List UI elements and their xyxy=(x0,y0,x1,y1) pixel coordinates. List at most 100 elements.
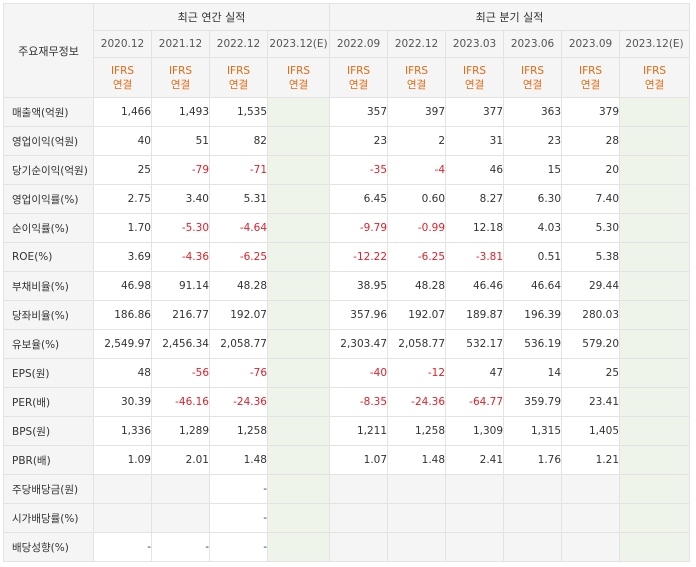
value-cell: 23 xyxy=(329,126,389,156)
value-cell: 7.40 xyxy=(561,184,621,214)
table-row: 매출액(억원) 1,466 1,493 1,535 357 397 377 363 379 xyxy=(3,97,691,127)
value-cell xyxy=(619,184,691,214)
value-cell: 1,258 xyxy=(387,416,447,446)
value-cell: 1.48 xyxy=(387,445,447,475)
value-cell: 357 xyxy=(329,97,389,127)
value-cell xyxy=(503,503,563,533)
value-cell: -0.99 xyxy=(387,213,447,243)
value-cell: 14 xyxy=(503,358,563,388)
row-label: 부채비율(%) xyxy=(3,271,94,301)
ifrs-header: IFRS 연결 xyxy=(619,57,691,98)
value-cell: 4.03 xyxy=(503,213,563,243)
value-cell: 397 xyxy=(387,97,447,127)
row-label: 영업이익(억원) xyxy=(3,126,94,156)
value-cell: -40 xyxy=(329,358,389,388)
value-cell: 0.60 xyxy=(387,184,447,214)
row-label: EPS(원) xyxy=(3,358,94,388)
value-cell: 2.01 xyxy=(151,445,210,475)
period-header: 2023.03 xyxy=(445,30,505,58)
table-row: 유보율(%) 2,549.97 2,456.34 2,058.77 2,303.47 2,… xyxy=(3,329,691,359)
value-cell xyxy=(266,155,331,185)
value-cell xyxy=(266,242,331,272)
group-header-row: 주요재무정보 최근 연간 실적 최근 분기 실적 xyxy=(3,3,691,98)
value-cell xyxy=(151,503,210,533)
consolidated-label: 연결 xyxy=(644,78,665,91)
value-cell: 186.86 xyxy=(93,300,152,330)
value-cell xyxy=(619,416,691,446)
ifrs-label: IFRS xyxy=(642,64,667,77)
value-cell: -8.35 xyxy=(329,387,389,417)
value-cell xyxy=(266,213,331,243)
value-cell xyxy=(619,358,691,388)
value-cell: 0.51 xyxy=(503,242,563,272)
ifrs-label: IFRS xyxy=(286,64,311,77)
value-cell xyxy=(445,474,505,504)
row-label: 영업이익률(%) xyxy=(3,184,94,214)
value-cell: 1,336 xyxy=(93,416,152,446)
value-cell xyxy=(619,445,691,475)
value-cell xyxy=(503,474,563,504)
table-row: 영업이익(억원) 40 51 82 23 2 31 23 28 xyxy=(3,126,691,156)
value-cell: -12 xyxy=(387,358,447,388)
period-header: 2023.06 xyxy=(503,30,563,58)
value-cell xyxy=(387,503,447,533)
value-cell: -9.79 xyxy=(329,213,389,243)
value-cell xyxy=(266,126,331,156)
value-cell: 1,211 xyxy=(329,416,389,446)
consolidated-label: 연결 xyxy=(580,78,601,91)
value-cell: -6.25 xyxy=(387,242,447,272)
value-cell: 2,549.97 xyxy=(93,329,152,359)
value-cell: 25 xyxy=(561,358,621,388)
row-label: 당기순이익(억원) xyxy=(3,155,94,185)
value-cell: - xyxy=(151,532,210,562)
value-cell: -24.36 xyxy=(209,387,268,417)
value-cell: 377 xyxy=(445,97,505,127)
row-label: 순이익률(%) xyxy=(3,213,94,243)
row-label: 당좌비율(%) xyxy=(3,300,94,330)
value-cell: 1.21 xyxy=(561,445,621,475)
table-row: 순이익률(%) 1.70 -5.30 -4.64 -9.79 -0.99 12.18 4.03… xyxy=(3,213,691,243)
value-cell: 359.79 xyxy=(503,387,563,417)
period-header: 2023.12(E) xyxy=(266,30,331,58)
row-label: 주당배당금(원) xyxy=(3,474,94,504)
value-cell xyxy=(561,474,621,504)
value-cell: 357.96 xyxy=(329,300,389,330)
value-cell: -79 xyxy=(151,155,210,185)
ifrs-header: IFRS 연결 xyxy=(93,57,152,98)
table-row: 시가배당률(%) - xyxy=(3,503,691,533)
value-cell xyxy=(266,387,331,417)
value-cell: 379 xyxy=(561,97,621,127)
consolidated-label: 연결 xyxy=(348,78,369,91)
value-cell xyxy=(266,300,331,330)
value-cell: 38.95 xyxy=(329,271,389,301)
ifrs-header-row: IFRS 연결 IFRS 연결 IFRS 연결 IFRS 연결 IFRS 연결 IFRS 연결 IFRS… xyxy=(4,57,691,98)
ifrs-header: IFRS 연결 xyxy=(266,57,331,98)
value-cell: 579.20 xyxy=(561,329,621,359)
value-cell xyxy=(619,213,691,243)
value-cell: 1,535 xyxy=(209,97,268,127)
value-cell xyxy=(266,503,331,533)
value-cell: 5.30 xyxy=(561,213,621,243)
value-cell xyxy=(266,329,331,359)
value-cell: 1,315 xyxy=(503,416,563,446)
value-cell: 2,456.34 xyxy=(151,329,210,359)
row-label: PBR(배) xyxy=(3,445,94,475)
value-cell: 28 xyxy=(561,126,621,156)
table-body: 매출액(억원) 1,466 1,493 1,535 357 397 377 363 379 영업이… xyxy=(3,97,691,562)
value-cell xyxy=(266,184,331,214)
value-cell: 48 xyxy=(93,358,152,388)
value-cell: -46.16 xyxy=(151,387,210,417)
value-cell: -4.36 xyxy=(151,242,210,272)
value-cell: 536.19 xyxy=(503,329,563,359)
consolidated-label: 연결 xyxy=(522,78,543,91)
consolidated-label: 연결 xyxy=(288,78,309,91)
value-cell xyxy=(561,503,621,533)
value-cell: 46.46 xyxy=(445,271,505,301)
ifrs-header: IFRS 연결 xyxy=(503,57,563,98)
table-row: 주당배당금(원) - xyxy=(3,474,691,504)
consolidated-label: 연결 xyxy=(170,78,191,91)
ifrs-label: IFRS xyxy=(462,64,487,77)
ifrs-label: IFRS xyxy=(110,64,135,77)
table-row: 영업이익률(%) 2.75 3.40 5.31 6.45 0.60 8.27 6.30 7.40 xyxy=(3,184,691,214)
period-header: 2021.12 xyxy=(151,30,210,58)
